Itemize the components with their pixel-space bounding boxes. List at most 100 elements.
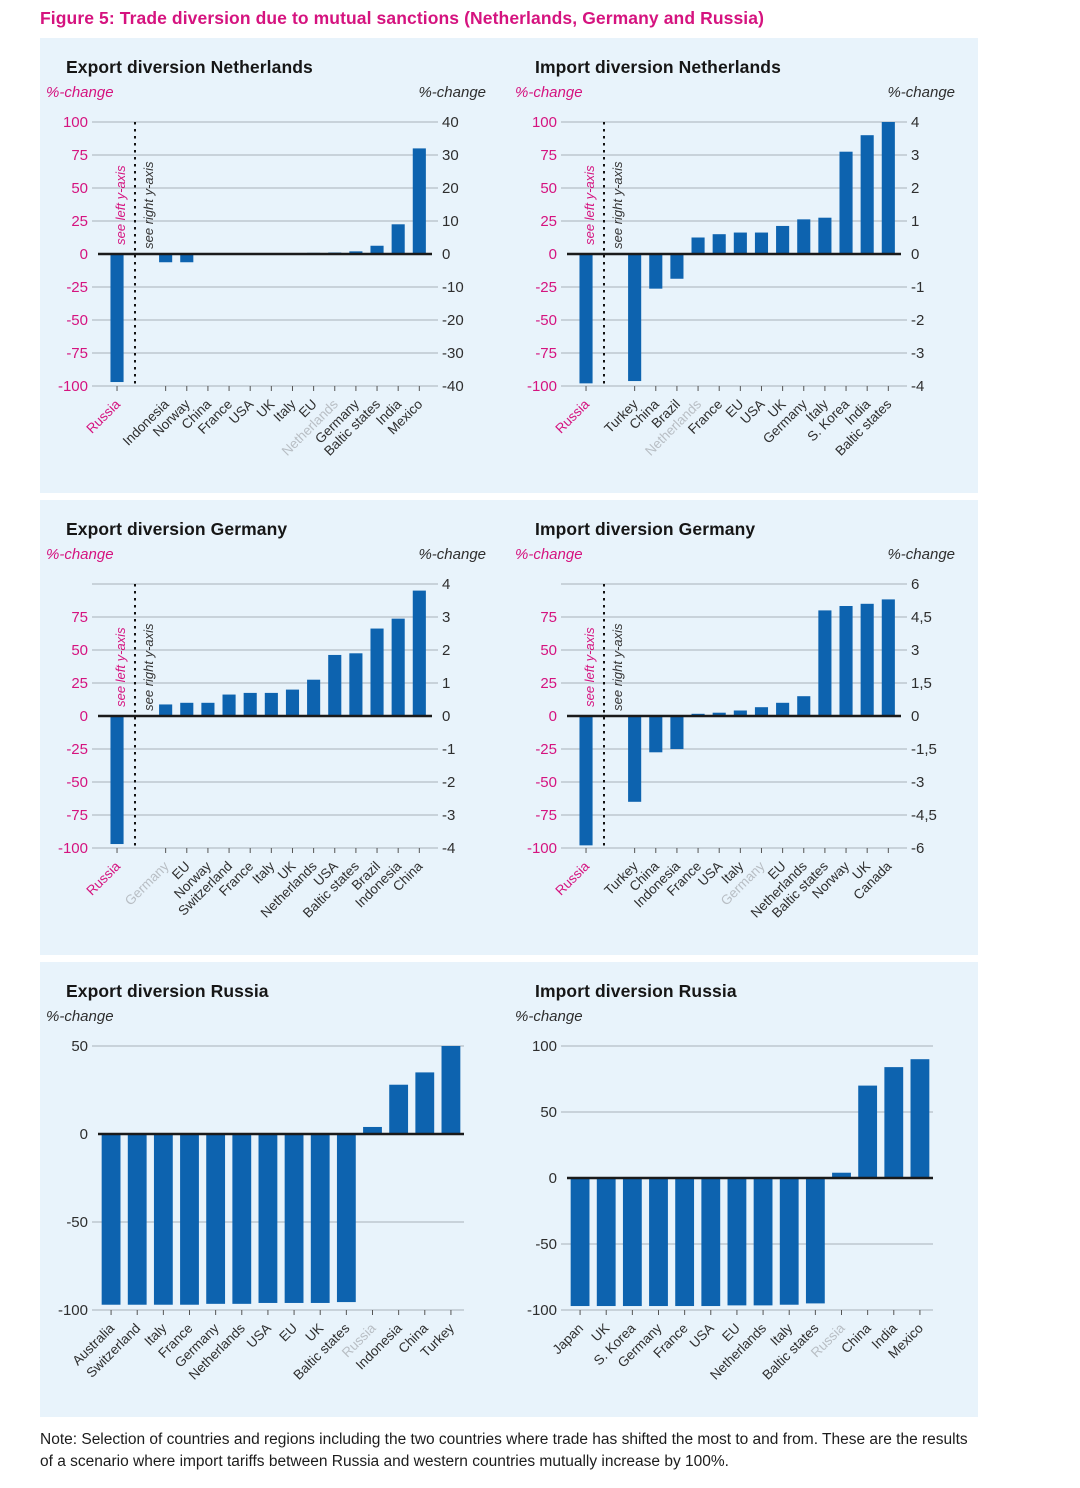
bar <box>675 1178 695 1307</box>
panel-russia: Export diversion Russia %-change Australi… <box>40 962 978 1417</box>
left-axis-tick-label: -50 <box>66 774 88 791</box>
x-axis-label: Italy <box>249 858 277 886</box>
right-axis-tick-label: -30 <box>442 345 464 362</box>
bar <box>243 692 257 716</box>
left-axis-tick-label: 50 <box>71 642 88 659</box>
bar <box>180 1134 199 1305</box>
bar <box>797 219 811 254</box>
chart-title: Import diversion Russia <box>535 981 737 1001</box>
bar <box>201 702 215 716</box>
bar <box>779 1178 799 1305</box>
bar <box>391 224 405 254</box>
right-axis-tick-label: 2 <box>442 642 450 659</box>
x-axis-label: Russia <box>552 858 592 898</box>
bar <box>753 1178 773 1306</box>
x-axis-label: EU <box>276 1321 300 1345</box>
bar <box>832 1172 851 1178</box>
left-axis-tick-label: -75 <box>535 807 557 824</box>
right-axis-tick-label: -1,5 <box>911 741 937 758</box>
chart-import-russia: Import diversion Russia %-change Japan UK S… <box>509 975 978 1417</box>
bar <box>818 217 832 254</box>
right-axis-tick-label: -40 <box>442 378 464 395</box>
bar <box>754 707 769 716</box>
chart-canvas: %-changeAustraliaSwitzerlandItalyFranceG… <box>46 1008 464 1383</box>
bar <box>307 679 321 716</box>
left-axis-tick-label: 75 <box>540 609 557 626</box>
chart-export-russia: Export diversion Russia %-change Australi… <box>40 975 509 1417</box>
bar <box>701 1178 721 1307</box>
bar <box>596 1178 616 1307</box>
right-axis-tick-label: 10 <box>442 213 459 230</box>
bar <box>839 151 853 254</box>
bar <box>797 696 811 716</box>
left-axis-tick-label: -50 <box>535 312 557 329</box>
chart-title: Import diversion Germany <box>535 519 756 539</box>
left-axis-tick-label: -100 <box>58 378 88 395</box>
right-axis-tick-label: -20 <box>442 312 464 329</box>
left-axis-tick-label: 50 <box>540 642 557 659</box>
panel-germany: Export diversion Germany %-change %-chang… <box>40 500 978 955</box>
right-axis-tick-label: 20 <box>442 180 459 197</box>
right-axis-tick-label: -4,5 <box>911 807 937 824</box>
left-axis-tick-label: -100 <box>527 1302 557 1319</box>
left-axis-tick-label: 0 <box>80 708 88 725</box>
bar <box>881 122 895 254</box>
chart-export-netherlands: Export diversion Netherlands %-change %-c… <box>40 51 509 493</box>
bar <box>649 254 663 289</box>
right-axis-tick-label: 0 <box>911 246 919 263</box>
left-axis-tick-label: -50 <box>66 1214 88 1231</box>
bar <box>441 1046 461 1134</box>
left-axis-tick-label: -25 <box>66 741 88 758</box>
right-axis-tick-label: -2 <box>911 312 924 329</box>
left-axis-tick-label: -75 <box>66 807 88 824</box>
x-axis-label: Japan <box>550 1321 587 1358</box>
bar <box>858 1085 878 1178</box>
left-axis-tick-label: 100 <box>63 114 88 131</box>
bar <box>839 606 853 716</box>
left-axis-tick-label: 25 <box>71 213 88 230</box>
right-axis-tick-label: -1 <box>442 741 455 758</box>
right-axis-tick-label: -6 <box>911 840 924 857</box>
right-axis-tick-label: 1,5 <box>911 675 932 692</box>
bar <box>579 716 593 846</box>
x-axis-label: USA <box>244 1321 274 1351</box>
left-axis-tick-label: -100 <box>58 840 88 857</box>
bar <box>153 1134 173 1305</box>
left-axis-tick-label: 100 <box>532 114 557 131</box>
see-right-axis-label: see right y-axis <box>610 623 625 711</box>
bar <box>336 1134 356 1303</box>
right-axis-tick-label: 4 <box>911 114 919 131</box>
right-unit-label: %-change <box>418 84 486 101</box>
chart-title: Export diversion Russia <box>66 981 269 1001</box>
left-axis-tick-label: 0 <box>549 246 557 263</box>
see-right-axis-label: see right y-axis <box>141 161 156 249</box>
bar <box>284 1134 304 1303</box>
bar <box>712 234 726 254</box>
left-axis-tick-label: 0 <box>80 246 88 263</box>
right-axis-tick-label: 4,5 <box>911 609 932 626</box>
right-axis-tick-label: 4 <box>442 576 450 593</box>
x-axis-label: USA <box>737 397 767 427</box>
bar <box>570 1178 590 1307</box>
bar <box>733 232 747 254</box>
left-axis-tick-label: -50 <box>535 774 557 791</box>
bar <box>649 716 663 753</box>
chart-canvas: %-change %-change see left y-axis see right… <box>46 84 486 459</box>
chart-canvas: %-change %-change see left y-axis see right… <box>46 546 486 921</box>
right-axis-tick-label: 3 <box>442 609 450 626</box>
bar <box>628 254 642 382</box>
bar <box>670 254 684 279</box>
bar <box>159 704 173 716</box>
right-axis-tick-label: 0 <box>911 708 919 725</box>
bar <box>860 135 874 254</box>
bar <box>222 694 236 716</box>
left-axis-tick-label: 50 <box>540 1104 557 1121</box>
right-axis-tick-label: -10 <box>442 279 464 296</box>
x-axis-label: Russia <box>83 396 123 436</box>
bar <box>579 254 593 384</box>
see-left-axis-label: see left y-axis <box>113 627 128 707</box>
left-axis-tick-label: -100 <box>527 378 557 395</box>
chart-title: Export diversion Germany <box>66 519 288 539</box>
figure-title: Figure 5: Trade diversion due to mutual … <box>40 8 765 28</box>
bar <box>415 1072 435 1134</box>
